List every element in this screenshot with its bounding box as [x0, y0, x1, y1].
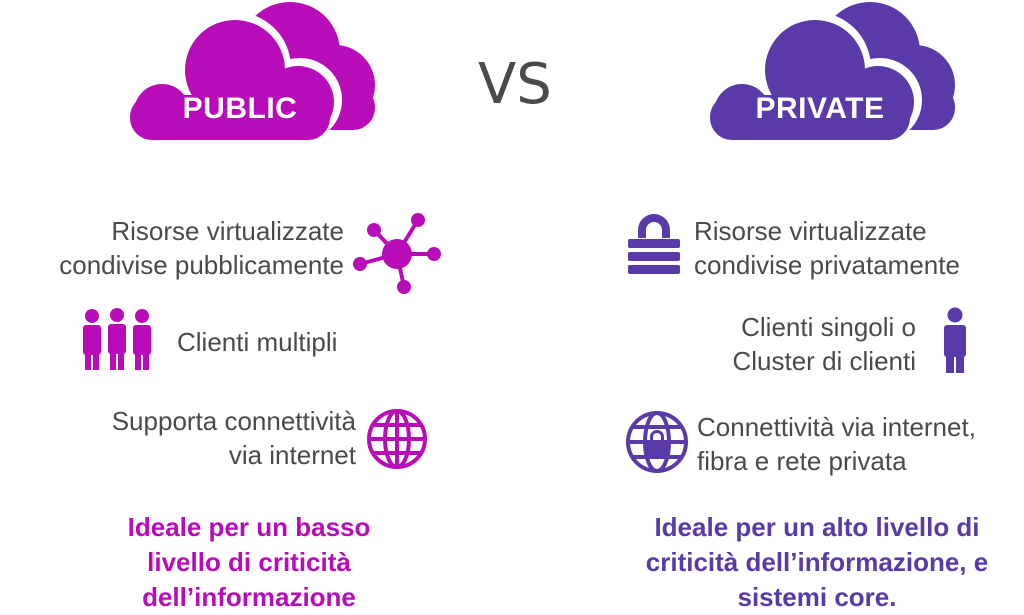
public-feature-1-line-2: condivise pubblicamente [59, 250, 344, 280]
network-nodes-icon [353, 213, 441, 294]
private-feature-3-line-1: Connettività via internet, [697, 412, 976, 442]
private-footer-line-2: criticità dell’informazione, e [645, 547, 989, 577]
public-footer: Ideale per un basso livello di criticità… [84, 510, 414, 615]
padlock-icon [628, 214, 680, 274]
private-feature-2-line-2: Cluster di clienti [732, 346, 916, 376]
private-feature-1-line-2: condivise privatamente [694, 250, 960, 280]
public-footer-line-1: Ideale per un basso [127, 512, 371, 542]
private-footer: Ideale per un alto livello di criticità … [612, 510, 1022, 615]
private-footer-line-3: sistemi core. [737, 582, 897, 612]
public-label: PUBLIC [182, 92, 298, 125]
public-feature-3-line-1: Supporta connettività [111, 406, 356, 436]
private-feature-2-line-1: Clienti singoli o [741, 312, 916, 342]
private-footer-line-1: Ideale per un alto livello di [654, 512, 980, 542]
public-feature-2: Clienti multipli [177, 325, 337, 359]
private-feature-1: Risorse virtualizzate condivise privatam… [694, 214, 960, 282]
private-cloud-icon [706, 2, 955, 144]
private-feature-3-line-2: fibra e rete privata [697, 446, 907, 476]
globe-icon [367, 409, 427, 469]
public-footer-line-2: livello di criticità [147, 547, 351, 577]
public-feature-2-line-1: Clienti multipli [177, 327, 338, 357]
private-feature-1-line-1: Risorse virtualizzate [694, 216, 927, 246]
public-cloud: PUBLIC [120, 0, 380, 150]
private-feature-2: Clienti singoli o Cluster di clienti [732, 310, 916, 378]
single-user-icon [944, 307, 966, 373]
public-footer-line-3: dell’informazione [142, 582, 356, 612]
private-cloud: PRIVATE [700, 0, 960, 150]
public-feature-1-line-1: Risorse virtualizzate [111, 216, 344, 246]
private-feature-3: Connettività via internet, fibra e rete … [697, 410, 976, 478]
public-feature-1: Risorse virtualizzate condivise pubblica… [59, 214, 344, 282]
private-label: PRIVATE [755, 92, 885, 125]
secure-globe-icon [626, 411, 688, 473]
public-feature-3: Supporta connettività via internet [112, 404, 356, 472]
public-feature-3-line-2: via internet [228, 440, 356, 470]
vs-text: VS [478, 52, 552, 117]
public-cloud-icon [126, 2, 375, 144]
multiple-users-icon [83, 308, 151, 370]
